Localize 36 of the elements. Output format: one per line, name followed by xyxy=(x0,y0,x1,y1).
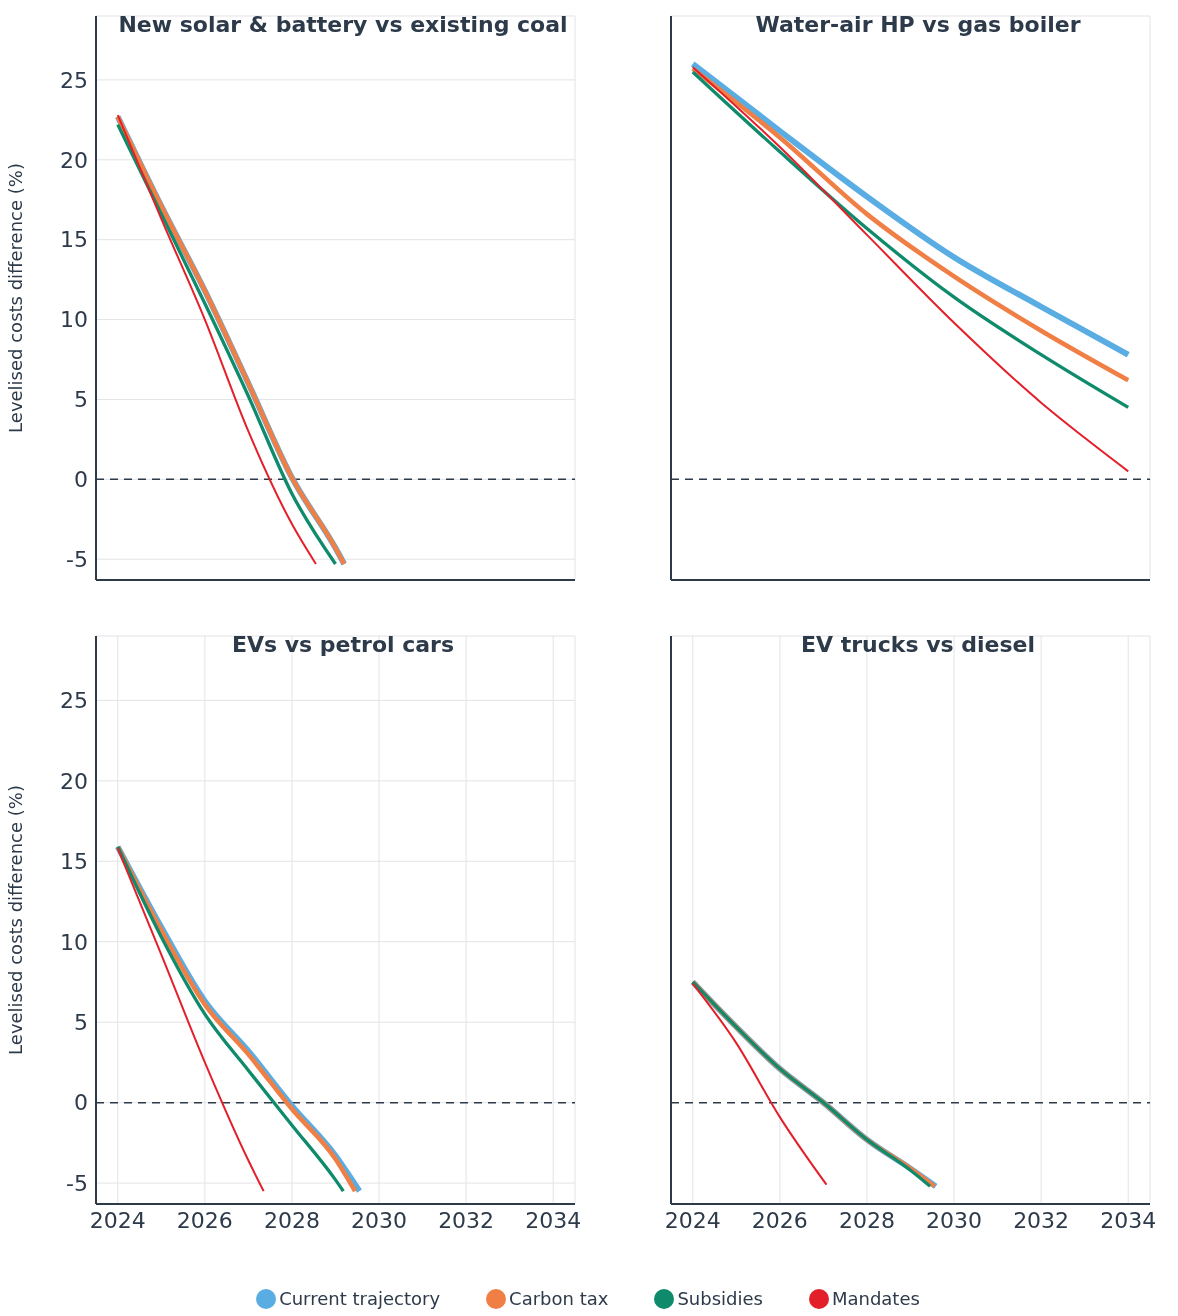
chart-title: EV trucks vs diesel xyxy=(800,632,1036,657)
y-tick-label: 15 xyxy=(60,227,88,253)
y-tick-label: 5 xyxy=(74,387,88,413)
x-tick-label: 2030 xyxy=(926,1207,983,1233)
legend-label: Mandates xyxy=(831,1288,920,1309)
y-tick-label: -5 xyxy=(66,1170,88,1196)
x-tick-label: 2032 xyxy=(1013,1207,1070,1233)
y-tick-label: 20 xyxy=(60,768,88,794)
x-tick-label: 2028 xyxy=(263,1207,320,1233)
x-tick-label: 2030 xyxy=(351,1207,408,1233)
chart-title: New solar & battery vs existing coal xyxy=(117,12,569,37)
chart-title: EVs vs petrol cars xyxy=(230,632,456,657)
y-axis-title: Levelised costs difference (%) xyxy=(5,785,27,1055)
y-tick-label: 5 xyxy=(74,1009,88,1035)
x-tick-label: 2034 xyxy=(525,1207,582,1233)
x-tick-label: 2024 xyxy=(89,1207,146,1233)
y-tick-label: 15 xyxy=(60,849,88,875)
legend-label: Subsidies xyxy=(677,1288,763,1309)
y-tick-label: 0 xyxy=(74,1090,88,1116)
x-tick-label: 2034 xyxy=(1100,1207,1157,1233)
y-tick-label: 25 xyxy=(60,688,88,714)
legend-label: Carbon tax xyxy=(509,1288,609,1309)
y-axis-title: Levelised costs difference (%) xyxy=(5,163,27,433)
x-tick-label: 2026 xyxy=(751,1207,808,1233)
y-tick-label: -5 xyxy=(66,547,88,573)
y-tick-label: 20 xyxy=(60,147,88,173)
y-tick-label: 10 xyxy=(60,929,88,955)
x-tick-label: 2032 xyxy=(438,1207,495,1233)
y-tick-label: 10 xyxy=(60,307,88,333)
chart-title: Water-air HP vs gas boiler xyxy=(754,12,1082,37)
x-tick-label: 2028 xyxy=(838,1207,895,1233)
y-tick-label: 25 xyxy=(60,67,88,93)
x-tick-label: 2024 xyxy=(664,1207,721,1233)
legend-label: Current trajectory xyxy=(279,1288,441,1309)
x-tick-label: 2026 xyxy=(176,1207,233,1233)
y-tick-label: 0 xyxy=(74,467,88,493)
